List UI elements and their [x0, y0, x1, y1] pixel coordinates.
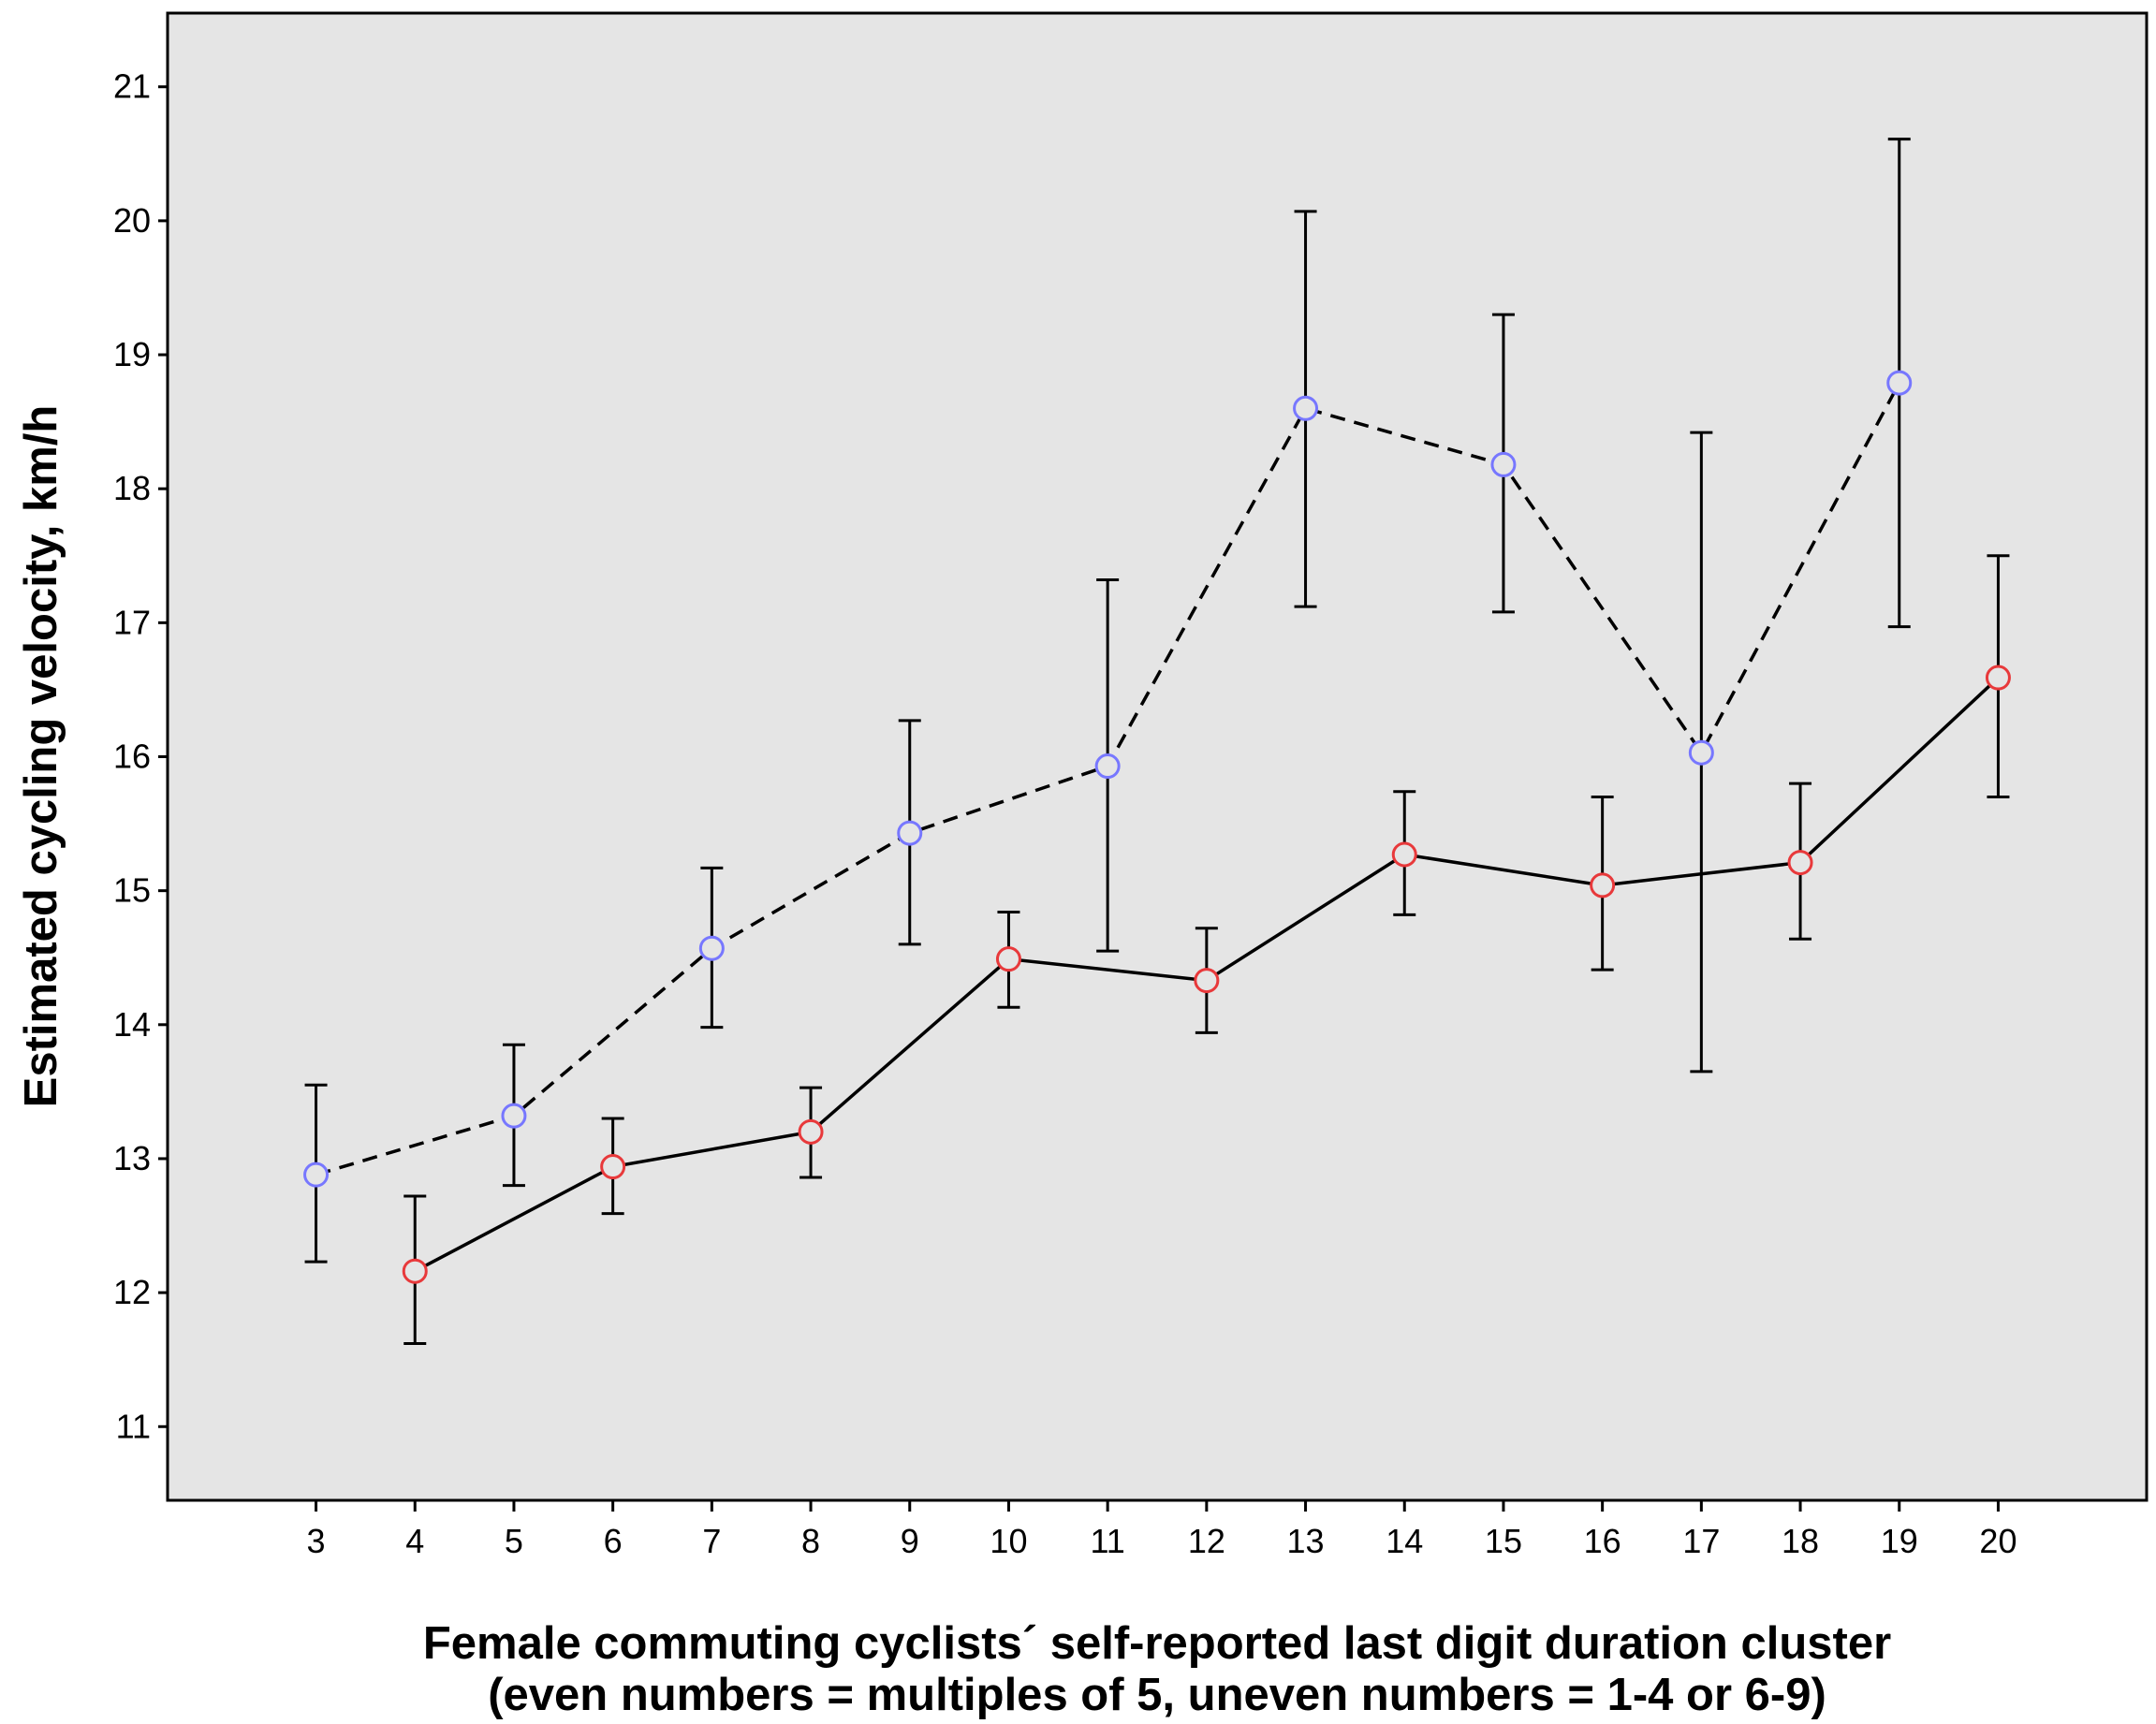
data-point — [1094, 753, 1121, 780]
data-point — [1590, 872, 1616, 899]
data-point — [501, 1103, 527, 1129]
x-tick-label: 3 — [307, 1522, 326, 1560]
data-point — [1194, 968, 1220, 994]
x-tick-label: 15 — [1485, 1522, 1522, 1560]
y-tick-label: 18 — [113, 469, 151, 507]
data-point — [995, 946, 1021, 972]
x-tick-label: 6 — [604, 1522, 623, 1560]
x-tick-label: 9 — [901, 1522, 919, 1560]
data-point — [600, 1154, 626, 1180]
data-point — [1985, 665, 2011, 691]
x-tick-label: 19 — [1881, 1522, 1918, 1560]
x-tick-label: 16 — [1584, 1522, 1621, 1560]
y-tick-label: 14 — [113, 1005, 151, 1044]
x-axis-title-line2: (even numbers = multiples of 5, uneven n… — [488, 1670, 1826, 1720]
x-tick-label: 14 — [1386, 1522, 1423, 1560]
y-tick-label: 19 — [113, 335, 151, 373]
data-point — [1787, 850, 1813, 876]
data-point — [698, 935, 725, 961]
x-tick-label: 11 — [1090, 1522, 1124, 1560]
y-tick-label: 13 — [113, 1139, 151, 1177]
data-point — [897, 820, 923, 846]
plot-area — [166, 11, 2149, 1502]
x-axis-title-line1: Female commuting cyclists´ self-reported… — [423, 1618, 1891, 1669]
x-tick-label: 8 — [801, 1522, 820, 1560]
data-point — [303, 1162, 330, 1188]
y-tick-label: 21 — [113, 67, 151, 106]
series-layer — [303, 138, 2011, 1346]
y-axis-title: Estimated cycling velocity, km/h — [16, 405, 66, 1108]
x-tick-label: 12 — [1188, 1522, 1225, 1560]
y-tick-label: 12 — [113, 1273, 151, 1311]
data-point — [1688, 739, 1714, 766]
y-tick-label: 16 — [113, 738, 151, 776]
y-tick-label: 20 — [113, 201, 151, 240]
y-axis: 11 12 13 14 15 16 17 18 19 20 21 — [113, 67, 168, 1445]
x-tick-label: 10 — [990, 1522, 1027, 1560]
data-point — [1490, 451, 1517, 477]
x-tick-label: 18 — [1782, 1522, 1819, 1560]
y-tick-label: 11 — [116, 1407, 151, 1445]
y-tick-label: 15 — [113, 871, 151, 910]
x-tick-label: 5 — [505, 1522, 523, 1560]
data-point — [402, 1258, 428, 1284]
series-solid — [402, 554, 2011, 1346]
x-axis: 3 4 5 6 7 8 9 10 11 12 13 14 15 16 17 18 19 20 — [307, 1500, 2017, 1560]
data-point — [1391, 841, 1417, 868]
series-dashed — [303, 138, 1913, 1264]
x-tick-label: 17 — [1682, 1522, 1720, 1560]
x-tick-label: 4 — [405, 1522, 424, 1560]
x-tick-label: 7 — [702, 1522, 721, 1560]
y-tick-label: 17 — [113, 603, 151, 641]
data-point — [1886, 370, 1913, 396]
data-point — [1293, 395, 1319, 421]
data-point — [798, 1118, 824, 1145]
x-tick-label: 13 — [1287, 1522, 1325, 1560]
x-tick-label: 20 — [1979, 1522, 2017, 1560]
